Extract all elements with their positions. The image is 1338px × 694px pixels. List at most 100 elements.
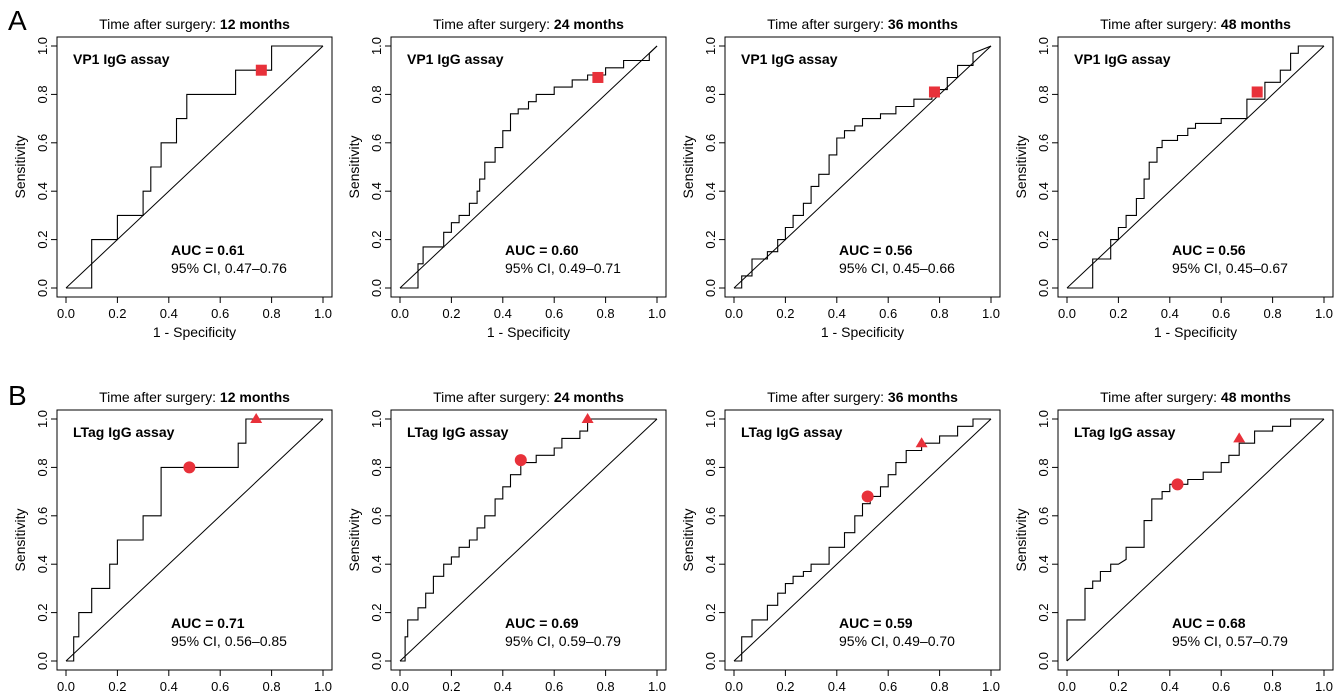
x-tick-label: 0.4 [828,679,846,694]
x-tick-label: 0.0 [57,306,75,321]
plot-title: Time after surgery: 48 months [1100,389,1291,405]
y-tick-label: 0.4 [703,182,718,200]
y-tick-label: 0.8 [369,85,384,103]
y-tick-label: 0.6 [703,134,718,152]
x-tick-label: 0.0 [1058,679,1076,694]
y-tick-label: 0.4 [1036,555,1051,573]
plot-title: Time after surgery: 36 months [767,389,958,405]
x-axis-label: 1 - Specificity [1154,324,1237,340]
reference-diagonal [1066,45,1325,289]
title-time: 24 months [554,389,624,405]
cutoff-circle-marker [514,454,527,467]
x-tick-label: 1.0 [1315,306,1333,321]
x-tick-label: 0.8 [931,306,949,321]
x-tick-label: 0.6 [545,679,563,694]
roc-curve [400,45,658,289]
y-tick-label: 0.2 [369,604,384,622]
x-axis-label: 1 - Specificity [153,324,236,340]
plot-title: Time after surgery: 24 months [433,16,624,32]
plot-frame [56,409,333,671]
ci-label: 95% CI, 0.56–0.85 [171,633,287,649]
reference-diagonal [399,418,658,662]
plot-frame [390,409,667,671]
y-tick-label: 0.0 [703,652,718,670]
y-tick-label: 1.0 [703,37,718,55]
y-tick-label: 0.0 [369,652,384,670]
plot-frame [56,36,333,298]
title-time: 12 months [220,389,290,405]
y-tick-label: 0.6 [369,134,384,152]
x-tick-label: 0.6 [1212,306,1230,321]
x-tick-label: 0.6 [545,306,563,321]
y-tick-label: 0.2 [1036,231,1051,249]
title-time: 48 months [1221,16,1291,32]
x-tick-label: 0.2 [776,306,794,321]
y-tick-label: 0.8 [703,458,718,476]
y-tick-label: 1.0 [35,37,50,55]
cutoff-square-marker [592,71,604,83]
x-tick-label: 0.6 [211,306,229,321]
plot-title: Time after surgery: 12 months [99,16,290,32]
y-axis-label: Sensitivity [1013,135,1029,198]
plot-frame [1057,409,1334,671]
y-tick-label: 0.0 [35,652,50,670]
y-tick-label: 0.0 [703,279,718,297]
auc-label: AUC = 0.71 [171,615,245,631]
cutoff-square-marker [255,64,267,76]
y-tick-label: 0.6 [35,507,50,525]
y-tick-label: 0.8 [35,458,50,476]
x-tick-label: 1.0 [1315,679,1333,694]
y-tick-label: 0.6 [703,507,718,525]
x-tick-label: 0.4 [494,679,512,694]
x-tick-label: 0.8 [1264,306,1282,321]
y-tick-label: 0.2 [703,604,718,622]
title-prefix: Time after surgery: [99,16,220,32]
x-tick-label: 0.6 [1212,679,1230,694]
roc-plot-8: Time after surgery: 48 months 0.0 0.2 0.4 0.… [1013,389,1334,694]
x-tick-label: 0.8 [263,679,281,694]
assay-label: LTag IgG assay [407,424,509,440]
plot-title: Time after surgery: 12 months [99,389,290,405]
x-axis-label: 1 - Specificity [487,324,570,340]
title-prefix: Time after surgery: [1100,16,1221,32]
x-tick-label: 0.2 [1109,679,1127,694]
y-tick-label: 1.0 [369,37,384,55]
y-tick-label: 0.8 [35,85,50,103]
reference-diagonal [733,45,992,289]
title-prefix: Time after surgery: [99,389,220,405]
x-tick-label: 0.0 [391,679,409,694]
x-tick-label: 0.0 [1058,306,1076,321]
ci-label: 95% CI, 0.49–0.71 [505,260,621,276]
x-tick-label: 0.2 [442,679,460,694]
x-tick-label: 1.0 [314,679,332,694]
cutoff-circle-marker [183,461,196,474]
cutoff-triangle-marker [1233,432,1246,443]
roc-plots: Time after surgery: 12 months 0.0 0.2 0.4 0.… [12,16,1334,694]
title-prefix: Time after surgery: [433,16,554,32]
x-tick-label: 0.8 [263,306,281,321]
plot-frame [724,36,1001,298]
y-tick-label: 1.0 [1036,410,1051,428]
y-tick-label: 0.6 [35,134,50,152]
plot-title: Time after surgery: 48 months [1100,16,1291,32]
reference-diagonal [65,45,324,289]
cutoff-triangle-marker [915,437,928,448]
y-tick-label: 0.2 [369,231,384,249]
roc-plot-4: Time after surgery: 48 months 0.0 0.2 0.4 0.… [1013,16,1334,340]
plot-title: Time after surgery: 36 months [767,16,958,32]
roc-plot-3: Time after surgery: 36 months 0.0 0.2 0.4 0.… [680,16,1001,340]
x-tick-label: 1.0 [648,306,666,321]
title-time: 36 months [888,389,958,405]
x-tick-label: 0.4 [1161,306,1179,321]
y-tick-label: 1.0 [1036,37,1051,55]
y-tick-label: 1.0 [703,410,718,428]
y-tick-label: 0.2 [703,231,718,249]
assay-label: LTag IgG assay [741,424,843,440]
roc-plot-1: Time after surgery: 12 months 0.0 0.2 0.4 0.… [12,16,333,340]
x-tick-label: 0.2 [1109,306,1127,321]
auc-label: AUC = 0.56 [1172,242,1246,258]
roc-curve [66,418,323,662]
cutoff-triangle-marker [250,413,263,423]
y-tick-label: 0.4 [369,182,384,200]
